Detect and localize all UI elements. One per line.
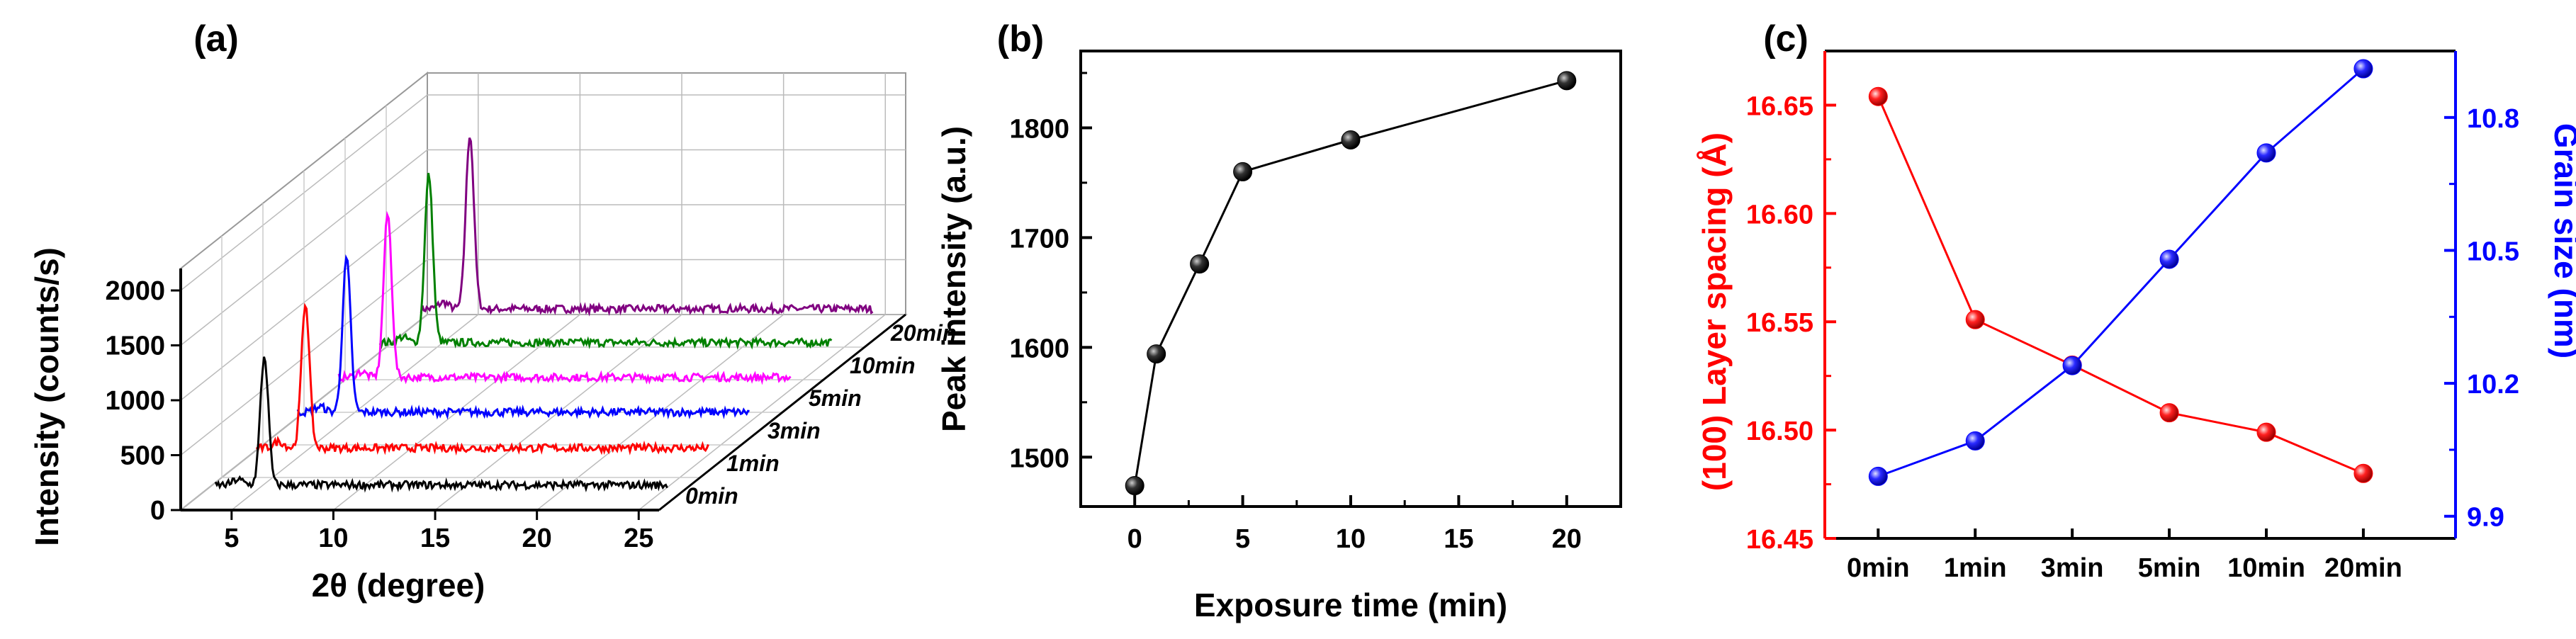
panel-b-x-tick-label: 5 <box>1235 524 1250 554</box>
panel-c-right-tick-label: 9.9 <box>2467 503 2504 533</box>
panel-c-left-tick-label: 16.60 <box>1746 200 1813 230</box>
panel-c-data-point-right <box>2353 59 2373 79</box>
panel-c-data-point-right <box>1868 466 1888 486</box>
panel-a-y-tick-label: 2000 <box>105 276 165 306</box>
panel-a-series <box>214 137 874 493</box>
panel-c-series-line-left <box>1877 96 2364 475</box>
panel-b-x-axis-title: Exposure time (min) <box>1194 587 1507 623</box>
panel-c-x-tick-label: 0min <box>1847 553 1910 583</box>
panel-a-series-line-20min <box>420 137 874 317</box>
panel-b-data-point <box>1147 344 1166 364</box>
panel-a-series-label: 10min <box>850 353 915 378</box>
panel-a-series-label: 1min <box>726 451 780 476</box>
panel-a-ticks: 5 10 15 20 25 0 500 1000 1500 2000 <box>105 276 653 553</box>
panel-c-data-point-right <box>2159 249 2179 269</box>
panel-c-x-tick-label: 1min <box>1944 553 2007 583</box>
panel-a-y-tick-label: 500 <box>120 441 165 471</box>
panel-a-y-tick-label: 1500 <box>105 332 165 361</box>
panel-c-left-tick-label: 16.45 <box>1746 525 1813 555</box>
panel-c-right-tick-label: 10.5 <box>2467 237 2519 266</box>
panel-c-data-point-right <box>2256 143 2276 163</box>
panel-a-series-line-3min <box>296 254 750 420</box>
panel-b-y-tick-label: 1800 <box>1009 114 1069 144</box>
panel-c-data-point-right <box>1965 431 1985 451</box>
panel-a-x-tick-label: 20 <box>522 524 552 553</box>
panel-b-y-tick-label: 1500 <box>1009 443 1069 473</box>
panel-a-axes <box>179 268 906 511</box>
panel-a-chart: 5 10 15 20 25 0 500 1000 1500 2000 20min 10min 5min… <box>28 71 956 604</box>
panel-c-label: (c) <box>1763 18 1809 60</box>
panel-a-x-tick-label: 15 <box>420 524 450 553</box>
panel-c-x-tick-label: 5min <box>2138 553 2201 583</box>
panel-b-data-point <box>1233 162 1253 181</box>
panel-c-x-tick-label: 20min <box>2324 553 2402 583</box>
panel-b-data-point <box>1557 71 1577 91</box>
panel-c-left-tick-label: 16.65 <box>1746 91 1813 121</box>
panel-b-data-point <box>1125 476 1144 496</box>
panel-b-ticks: 0 5 10 15 20 1500 1600 1700 1800 <box>1009 72 1582 554</box>
panel-a-series-label: 20min <box>890 320 956 346</box>
panel-c-data-point-left <box>1868 86 1888 106</box>
panel-b-x-tick-label: 10 <box>1336 524 1366 554</box>
panel-b-chart: 0 5 10 15 20 1500 1600 1700 1800 Exposure time (… <box>935 50 1622 623</box>
panel-b-series <box>1125 71 1577 496</box>
panel-c-chart: 0min 1min 3min 5min 10min 20min 16.45 16.50 16.5… <box>1696 50 2576 583</box>
panel-a-x-axis-title: 2θ (degree) <box>312 567 485 604</box>
panel-a-label: (a) <box>193 18 239 60</box>
panel-a-y-tick-label: 0 <box>150 496 165 526</box>
panel-c-data-point-left <box>1965 310 1985 329</box>
panel-c-ticks: 0min 1min 3min 5min 10min 20min 16.45 16.50 16.5… <box>1746 91 2519 583</box>
panel-b-label: (b) <box>997 18 1044 60</box>
panel-b-y-axis-title: Peak intensity (a.u.) <box>935 126 972 432</box>
panel-a-series-line-10min <box>378 172 833 350</box>
panel-c-right-tick-label: 10.2 <box>2467 370 2519 400</box>
panel-a-y-tick-label: 1000 <box>105 386 165 416</box>
panel-a-back-wall <box>427 72 906 315</box>
panel-a-series-labels: 20min 10min 5min 3min 1min 0min <box>685 320 956 509</box>
panel-a-z-axis <box>658 313 906 511</box>
panel-b-y-tick-label: 1600 <box>1009 334 1069 363</box>
panel-a-series-line-5min <box>337 210 792 385</box>
panel-a-x-tick-label: 5 <box>224 524 239 553</box>
panel-c-series-line-right <box>1877 67 2364 477</box>
panel-b-x-tick-label: 15 <box>1444 524 1473 554</box>
panel-c-x-tick-label: 3min <box>2041 553 2104 583</box>
panel-c-right-axis-title: Grain size (nm) <box>2548 123 2576 358</box>
panel-b-data-point <box>1341 130 1361 150</box>
panel-c-x-tick-label: 10min <box>2227 553 2305 583</box>
panel-c-left-tick-label: 16.55 <box>1746 308 1813 338</box>
panel-a-series-line-1min <box>255 302 709 456</box>
panel-c-left-tick-label: 16.50 <box>1746 417 1813 446</box>
panel-b-x-tick-label: 20 <box>1552 524 1582 554</box>
panel-a-series-label: 0min <box>685 483 738 509</box>
panel-b-x-tick-label: 0 <box>1127 524 1142 554</box>
panel-c-series <box>1868 59 2373 486</box>
panel-a-series-label: 5min <box>809 385 862 411</box>
panel-b-y-tick-label: 1700 <box>1009 224 1069 254</box>
panel-c-data-point-left <box>2159 403 2179 423</box>
panel-a-series-line-0min <box>214 356 668 493</box>
panel-a-series-label: 3min <box>767 418 821 443</box>
panel-c-data-point-left <box>2353 463 2373 483</box>
panel-b-data-point <box>1190 254 1210 274</box>
panel-c-data-point-left <box>2256 422 2276 442</box>
panel-a-x-tick-label: 25 <box>624 524 653 553</box>
panel-b-plot-frame <box>1079 50 1622 508</box>
panel-c-left-axis-title: (100) Layer spacing (Å) <box>1696 132 1733 491</box>
panel-c-right-tick-label: 10.8 <box>2467 104 2519 134</box>
panel-b-series-line <box>1133 79 1568 486</box>
panel-a-y-axis-title: Intensity (counts/s) <box>28 247 65 546</box>
panel-c-data-point-right <box>2062 356 2082 375</box>
panel-a-x-tick-label: 10 <box>318 524 348 553</box>
